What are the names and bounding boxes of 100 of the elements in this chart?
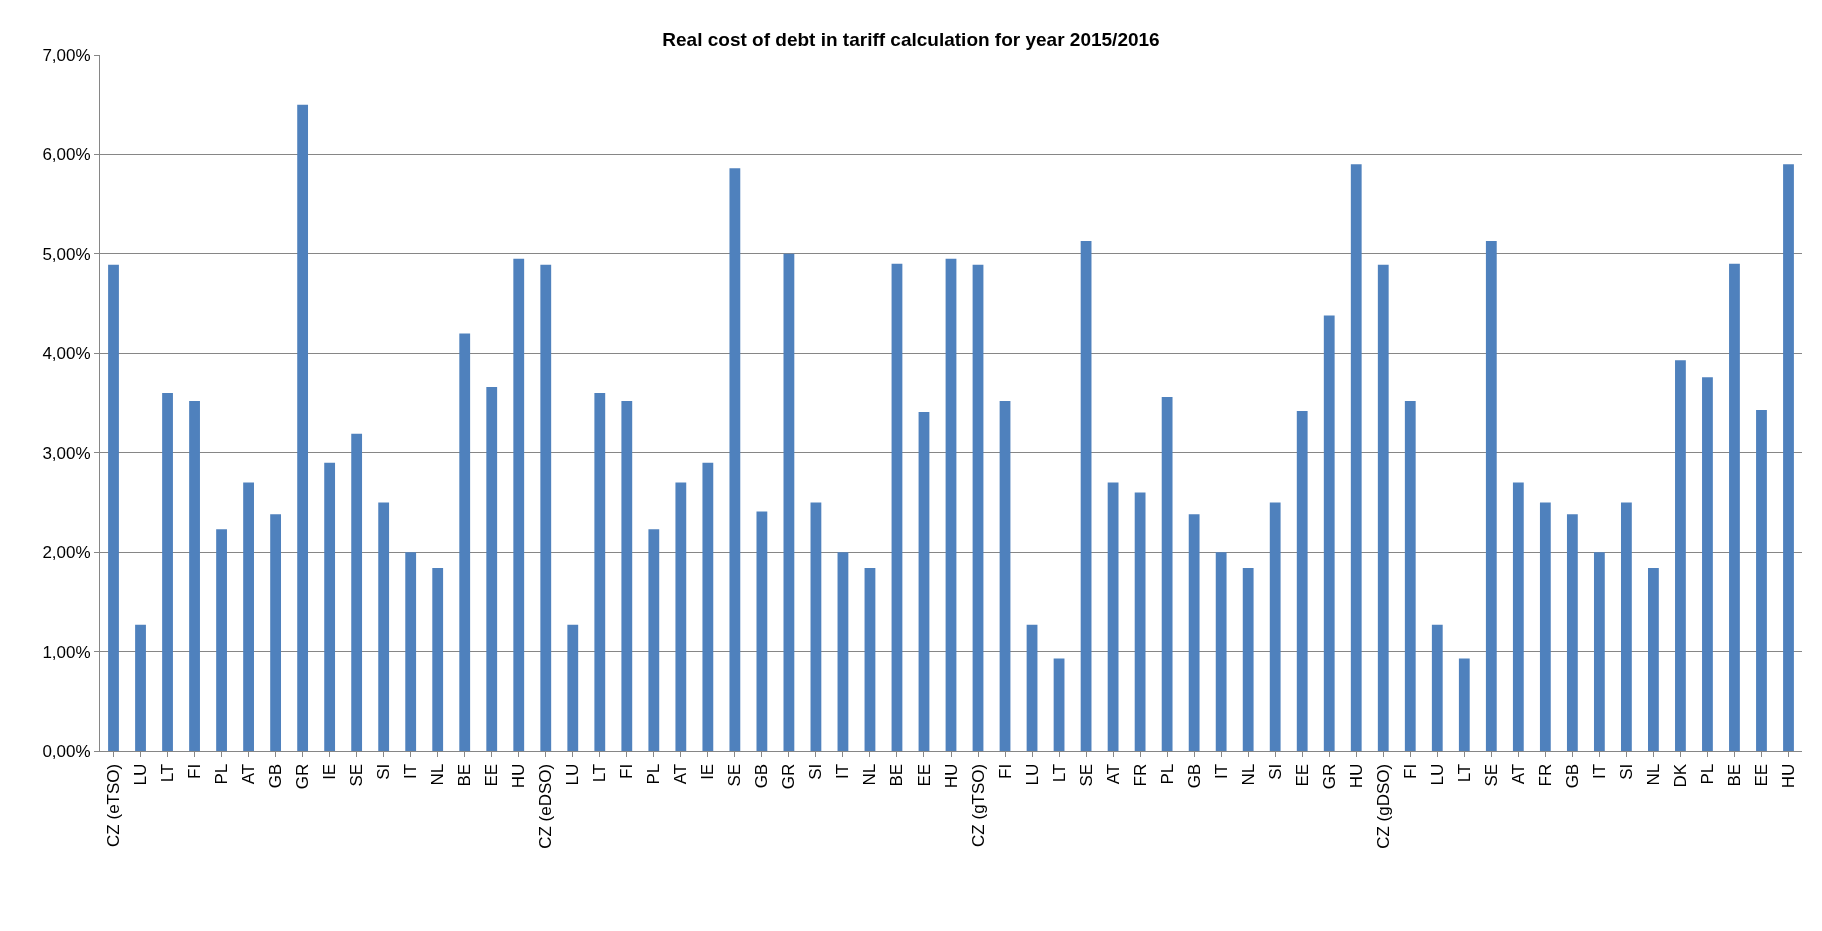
bar: [1783, 164, 1794, 751]
bar: [729, 168, 741, 751]
x-tick-label: GB: [1562, 763, 1582, 789]
bar: [405, 552, 417, 751]
bar: [1431, 624, 1443, 751]
x-tick-label: SI: [1265, 763, 1285, 780]
x-tick-label: AT: [239, 763, 259, 785]
bar: [1323, 315, 1335, 751]
y-tick-label: 0,00%: [42, 741, 91, 761]
bar: [135, 624, 146, 751]
bar: [1648, 568, 1659, 751]
bar: [459, 333, 471, 751]
bar: [1756, 409, 1767, 751]
x-tick-label: FI: [185, 763, 205, 779]
bar: [324, 462, 336, 751]
bar: [1620, 502, 1632, 751]
bar: [567, 624, 579, 751]
x-tick-label: IT: [1589, 763, 1609, 779]
bar: [189, 401, 200, 751]
x-tick-label: LT: [1049, 763, 1069, 783]
bar: [108, 264, 119, 751]
bar: [1215, 552, 1227, 751]
x-tick-label: HU: [1346, 763, 1366, 789]
bar: [1107, 482, 1119, 751]
x-tick-label: NL: [1238, 763, 1258, 786]
y-tick-label: 3,00%: [42, 443, 91, 463]
x-tick-label: IE: [320, 763, 340, 780]
x-tick-label: IT: [833, 763, 853, 779]
bar: [1485, 240, 1497, 751]
bar: [1377, 264, 1389, 751]
x-tick-label: FI: [617, 763, 637, 779]
x-tick-label: PL: [212, 763, 232, 785]
bar: [1675, 360, 1686, 751]
x-tick-label: PL: [644, 763, 664, 785]
bar: [1269, 502, 1281, 751]
bar: [1350, 164, 1362, 751]
bar: [702, 462, 714, 751]
bar: [1080, 240, 1092, 751]
x-tick-label: GB: [1184, 763, 1204, 789]
x-tick-label: SE: [1076, 763, 1096, 787]
bar: [216, 529, 227, 751]
x-tick-label: LT: [1454, 763, 1474, 783]
x-tick-label: AT: [671, 763, 691, 785]
bar: [1566, 514, 1578, 751]
x-tick-label: BE: [887, 763, 907, 787]
bar: [270, 514, 282, 751]
x-tick-label: NL: [860, 763, 880, 786]
x-tick-label: CZ (eTSO): [104, 763, 124, 847]
bar: [810, 502, 822, 751]
bar: [648, 529, 660, 751]
bar: [162, 393, 173, 751]
x-tick-label: GR: [1319, 763, 1339, 790]
x-tick-label: SE: [725, 763, 745, 787]
y-tick-label: 4,00%: [42, 344, 91, 364]
bar: [513, 258, 525, 751]
x-tick-label: LU: [1427, 763, 1447, 786]
x-tick-label: EE: [482, 763, 502, 787]
bar: [1242, 568, 1254, 751]
bar: [1053, 658, 1065, 751]
x-tick-label: FI: [1400, 763, 1420, 779]
y-tick-label: 7,00%: [42, 45, 91, 65]
x-tick-label: FI: [995, 763, 1015, 779]
x-tick-label: GR: [293, 763, 313, 790]
x-tick-label: BE: [1724, 763, 1744, 787]
bar: [945, 258, 957, 751]
bar: [756, 511, 768, 751]
x-tick-label: FR: [1535, 763, 1555, 787]
x-tick-label: SI: [1616, 763, 1636, 780]
bar: [594, 393, 606, 751]
bar: [891, 263, 903, 751]
x-tick-label: HU: [941, 763, 961, 789]
bar: [1539, 502, 1551, 751]
x-tick-label: CZ (gDSO): [1373, 763, 1393, 849]
x-tick-label: SI: [806, 763, 826, 780]
bar: [621, 401, 633, 751]
x-tick-label: DK: [1670, 763, 1690, 788]
bar: [1296, 410, 1308, 751]
x-tick-label: AT: [1103, 763, 1123, 785]
x-tick-label: BE: [455, 763, 475, 787]
x-tick-label: IE: [698, 763, 718, 780]
x-tick-label: AT: [1508, 763, 1528, 785]
x-tick-label: LU: [563, 763, 583, 786]
x-tick-label: LU: [131, 763, 151, 786]
x-tick-label: IT: [401, 763, 421, 779]
bar: [1458, 658, 1470, 751]
x-tick-label: GB: [752, 763, 772, 789]
x-tick-label: PL: [1157, 763, 1177, 785]
bar: [864, 568, 876, 751]
x-tick-label: NL: [1643, 763, 1663, 786]
bar: [972, 264, 984, 751]
x-tick-label: LU: [1022, 763, 1042, 786]
x-tick-label: GB: [266, 763, 286, 789]
x-tick-label: LT: [158, 763, 178, 783]
x-tick-label: SE: [1481, 763, 1501, 787]
x-tick-label: CZ (eDSO): [536, 763, 556, 849]
x-tick-label: FR: [1130, 763, 1150, 787]
x-tick-label: LT: [590, 763, 610, 783]
x-tick-label: HU: [509, 763, 529, 789]
x-tick-label: EE: [1292, 763, 1312, 787]
x-tick-label: EE: [914, 763, 934, 787]
